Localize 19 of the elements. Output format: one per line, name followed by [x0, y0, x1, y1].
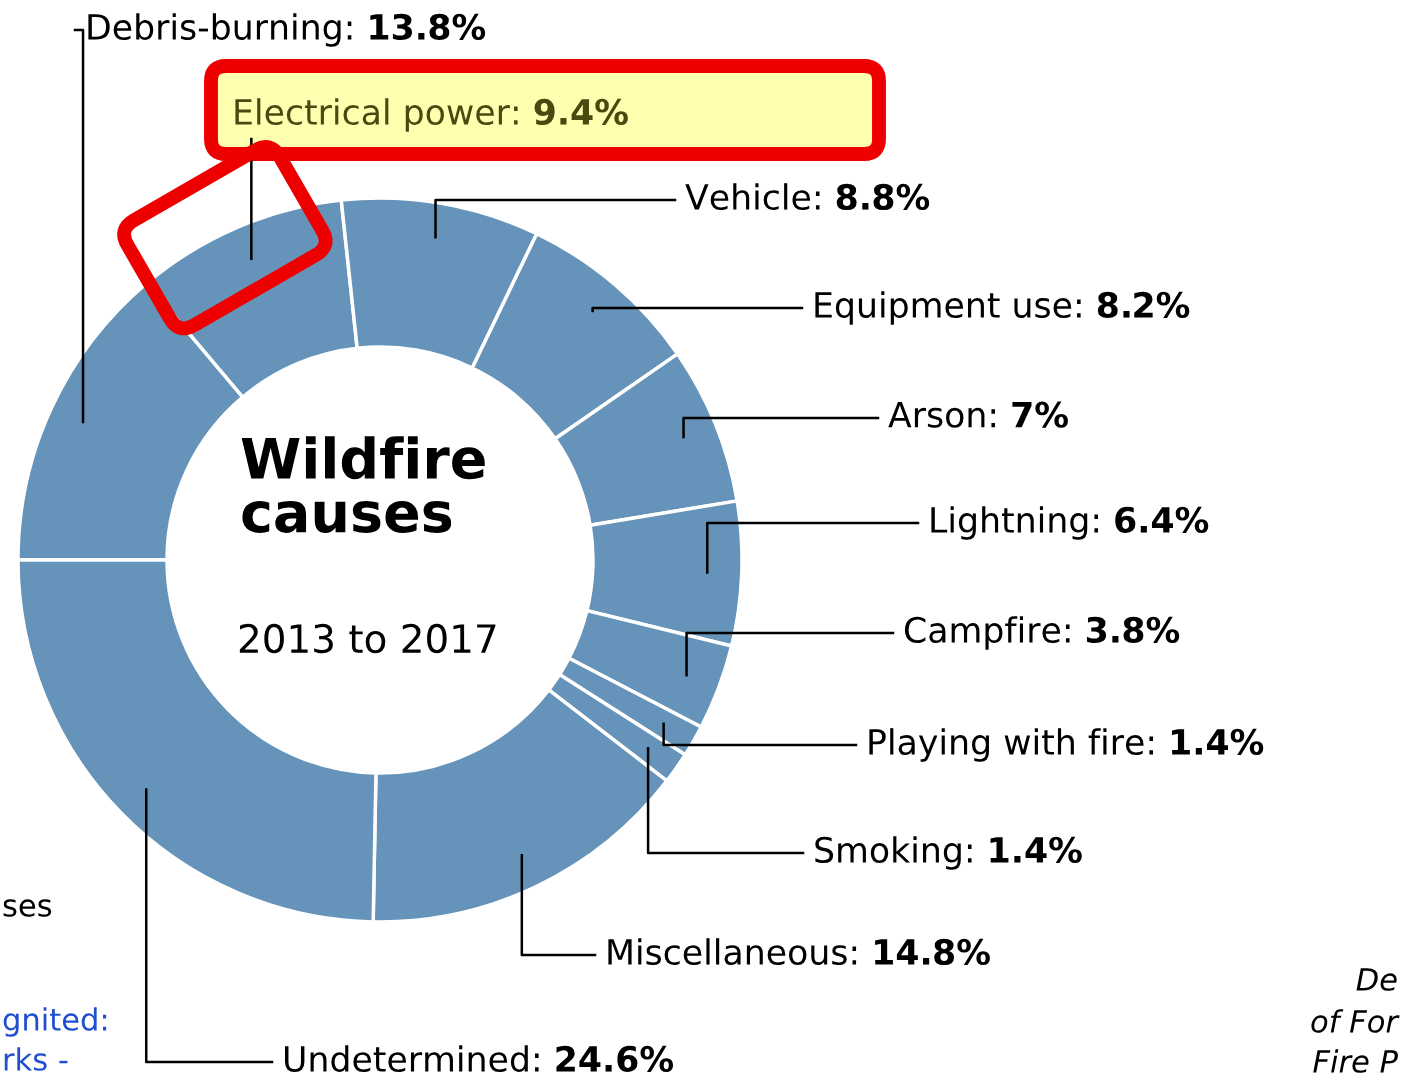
text: ses	[3, 899, 52, 917]
slice-label: Miscellaneous: 14.8%	[608, 938, 990, 966]
slice-label: Lightning: 6.4%	[931, 506, 1209, 540]
slice-label: Debris-burning: 13.8%	[88, 13, 486, 47]
slice-label: Electrical power: 9.4%	[235, 98, 628, 132]
text: gnited:	[3, 1007, 107, 1037]
slice-label: Arson: 7%	[888, 401, 1068, 428]
slice-label: Undetermined: 24.6%	[285, 1045, 674, 1073]
slice-label: Vehicle: 8.8%	[685, 183, 930, 211]
text: Fire P	[1313, 1049, 1398, 1073]
text: De	[1356, 968, 1397, 991]
slice-label: Playing with fire: 1.4%	[869, 728, 1264, 762]
text: Wildfire causes	[241, 436, 485, 533]
slice-label: Smoking: 1.4%	[815, 836, 1082, 870]
text: of For	[1311, 1009, 1400, 1033]
text: rks -	[4, 1047, 68, 1071]
slice-label: Campfire: 3.8%	[904, 616, 1180, 650]
text: 2013 to 2017	[239, 623, 496, 654]
slice-label: Equipment use: 8.2%	[815, 291, 1190, 325]
